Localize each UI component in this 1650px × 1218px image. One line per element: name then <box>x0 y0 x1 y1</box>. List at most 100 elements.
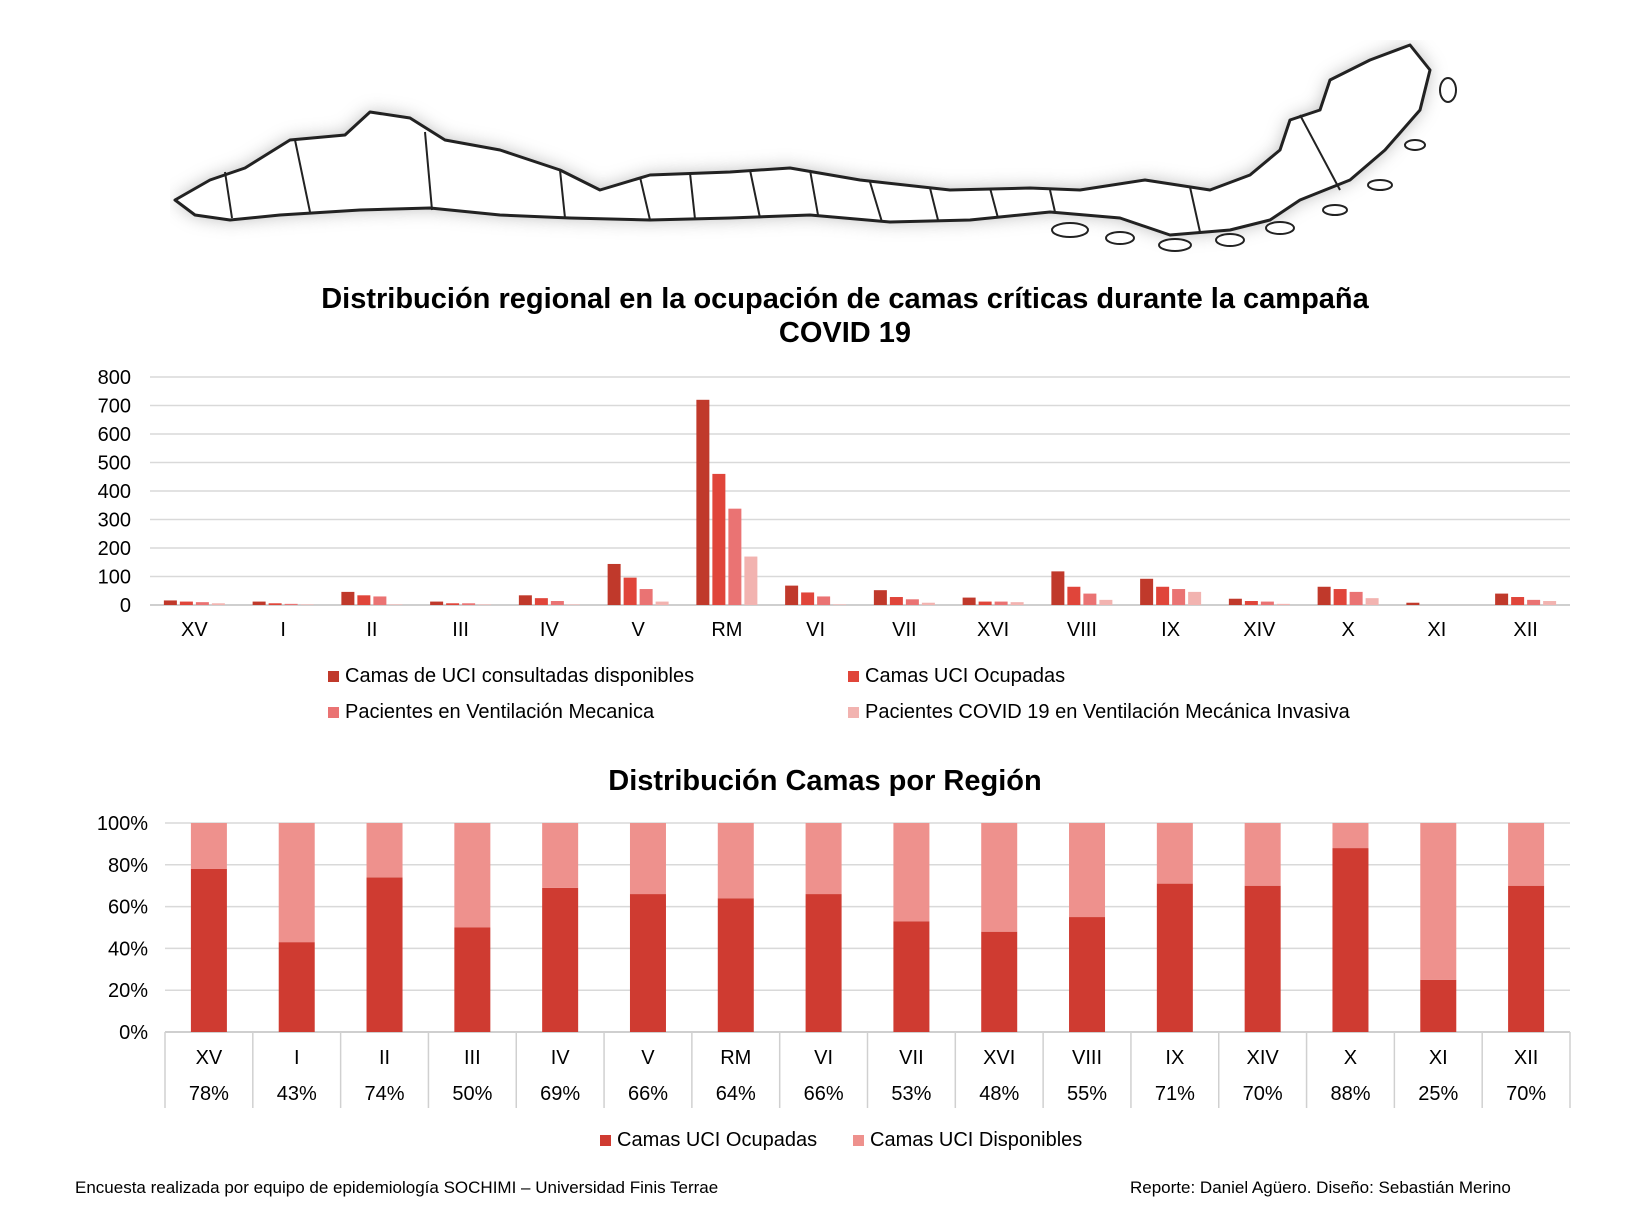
bar-II-s4 <box>389 604 403 605</box>
bar-RM-s1 <box>696 399 710 605</box>
bar-XV-s2 <box>179 601 193 605</box>
x-tick-label: II <box>366 619 377 641</box>
bar-I-s3 <box>284 603 298 605</box>
y-tick-label: 600 <box>98 424 131 446</box>
bar-IV-s3 <box>550 601 564 605</box>
x-tick-label: III <box>452 619 469 641</box>
bar-X-s4 <box>1365 598 1379 605</box>
x-tick-label: XV <box>196 1047 223 1069</box>
y-tick-label: 700 <box>98 396 131 418</box>
bar-XVI-s1 <box>962 597 976 605</box>
stacked-bar-III-s2 <box>454 823 491 928</box>
legend1-label-4: Pacientes COVID 19 en Ventilación Mecáni… <box>865 701 1350 723</box>
y-tick-label: 100 <box>98 567 131 589</box>
stacked-bar-RM-s2 <box>717 823 754 899</box>
x-tick-label: I <box>294 1047 300 1069</box>
x-tick-label: IX <box>1165 1047 1184 1069</box>
bar-IV-s4 <box>566 604 580 605</box>
bar-VIII-s4 <box>1099 599 1113 605</box>
stacked-bar-IV-s2 <box>542 823 579 888</box>
bar-XII-s4 <box>1543 601 1557 605</box>
x-tick-label: X <box>1344 1047 1357 1069</box>
bar-RM-s2 <box>712 473 726 605</box>
legend1-item-4: Pacientes COVID 19 en Ventilación Mecáni… <box>848 701 1350 724</box>
x-tick-label: XIV <box>1243 619 1276 641</box>
legend1-label-3: Pacientes en Ventilación Mecanica <box>345 701 655 723</box>
bar-VI-s4 <box>833 604 847 605</box>
bar-VII-s1 <box>873 590 887 605</box>
x-tick-label: VI <box>814 1047 833 1069</box>
bar-II-s1 <box>341 591 355 605</box>
chile-regions-map-icon <box>173 43 1457 252</box>
bar-III-s4 <box>478 604 492 605</box>
y-tick-label: 0% <box>119 1022 148 1044</box>
bar-XII-s1 <box>1495 593 1509 605</box>
x-tick-label: IV <box>540 619 560 641</box>
bar-VI-s2 <box>801 592 815 605</box>
bar-V-s1 <box>607 563 621 605</box>
stacked-bar-VIII-s1 <box>1069 917 1106 1032</box>
data-table-value: 64% <box>716 1083 756 1105</box>
x-tick-label: IX <box>1161 619 1180 641</box>
stacked-bar-VI-s1 <box>805 894 842 1032</box>
bar-XVI-s2 <box>978 601 992 605</box>
y-tick-label: 20% <box>108 980 148 1002</box>
y-tick-label: 400 <box>98 481 131 503</box>
bar-IX-s3 <box>1172 589 1186 605</box>
footer-source: Encuesta realizada por equipo de epidemi… <box>75 1178 719 1197</box>
x-tick-label: VIII <box>1067 619 1097 641</box>
bar-XVI-s3 <box>994 601 1008 605</box>
bar-VIII-s1 <box>1051 571 1065 605</box>
x-tick-label: XVI <box>977 619 1009 641</box>
bar-RM-s4 <box>744 556 758 605</box>
bar-VI-s1 <box>785 585 799 605</box>
legend2-item-2: Camas UCI Disponibles <box>853 1129 1082 1152</box>
bar-I-s4 <box>300 604 314 605</box>
y-tick-label: 500 <box>98 453 131 475</box>
stacked-bar-X-s1 <box>1332 848 1369 1032</box>
legend1-item-2: Camas UCI Ocupadas <box>848 665 1065 688</box>
legend1-item-1: Camas de UCI consultadas disponibles <box>328 665 694 688</box>
y-tick-label: 200 <box>98 538 131 560</box>
data-table-value: 70% <box>1506 1083 1546 1105</box>
stacked-bar-V-s2 <box>629 823 666 895</box>
x-tick-label: V <box>631 619 645 641</box>
data-table-value: 66% <box>804 1083 844 1105</box>
x-tick-label: XV <box>181 619 208 641</box>
y-tick-label: 100% <box>97 813 148 835</box>
x-tick-label: XVI <box>983 1047 1015 1069</box>
x-tick-label: X <box>1341 619 1354 641</box>
y-tick-label: 60% <box>108 897 148 919</box>
footer-credits: Reporte: Daniel Agüero. Diseño: Sebastiá… <box>1130 1178 1511 1197</box>
stacked-bar-XV-s2 <box>190 823 227 869</box>
x-tick-label: XII <box>1514 1047 1538 1069</box>
bar-II-s3 <box>373 596 387 605</box>
bar-V-s4 <box>655 601 669 605</box>
stacked-bar-XVI-s2 <box>981 823 1018 932</box>
stacked-bar-XIV-s1 <box>1244 885 1281 1032</box>
y-tick-label: 40% <box>108 938 148 960</box>
stacked-bar-XII-s2 <box>1508 823 1545 886</box>
bar-X-s3 <box>1349 591 1363 605</box>
legend1-label-1: Camas de UCI consultadas disponibles <box>345 665 695 687</box>
bar-VII-s3 <box>905 599 919 605</box>
bar-XI-s1 <box>1406 602 1420 605</box>
data-table-value: 69% <box>540 1083 580 1105</box>
x-tick-label: RM <box>711 619 742 641</box>
stacked-bar-II-s2 <box>366 823 403 878</box>
bar-XIV-s3 <box>1260 601 1274 605</box>
x-tick-label: III <box>464 1047 481 1069</box>
stacked-bar-XV-s1 <box>190 868 227 1032</box>
stacked-bar-VI-s2 <box>805 823 842 895</box>
bar-I-s2 <box>268 603 282 605</box>
x-tick-label: VIII <box>1072 1047 1102 1069</box>
legend-swatch <box>853 1135 864 1146</box>
bar-XVI-s4 <box>1010 602 1024 605</box>
bar-IX-s2 <box>1156 586 1170 605</box>
legend2-label-1: Camas UCI Ocupadas <box>617 1129 818 1151</box>
stacked-bar-II-s1 <box>366 877 403 1032</box>
stacked-bar-IX-s2 <box>1156 823 1193 884</box>
x-tick-label: XI <box>1427 619 1446 641</box>
bar-I-s1 <box>252 601 266 605</box>
stacked-bar-RM-s1 <box>717 898 754 1032</box>
